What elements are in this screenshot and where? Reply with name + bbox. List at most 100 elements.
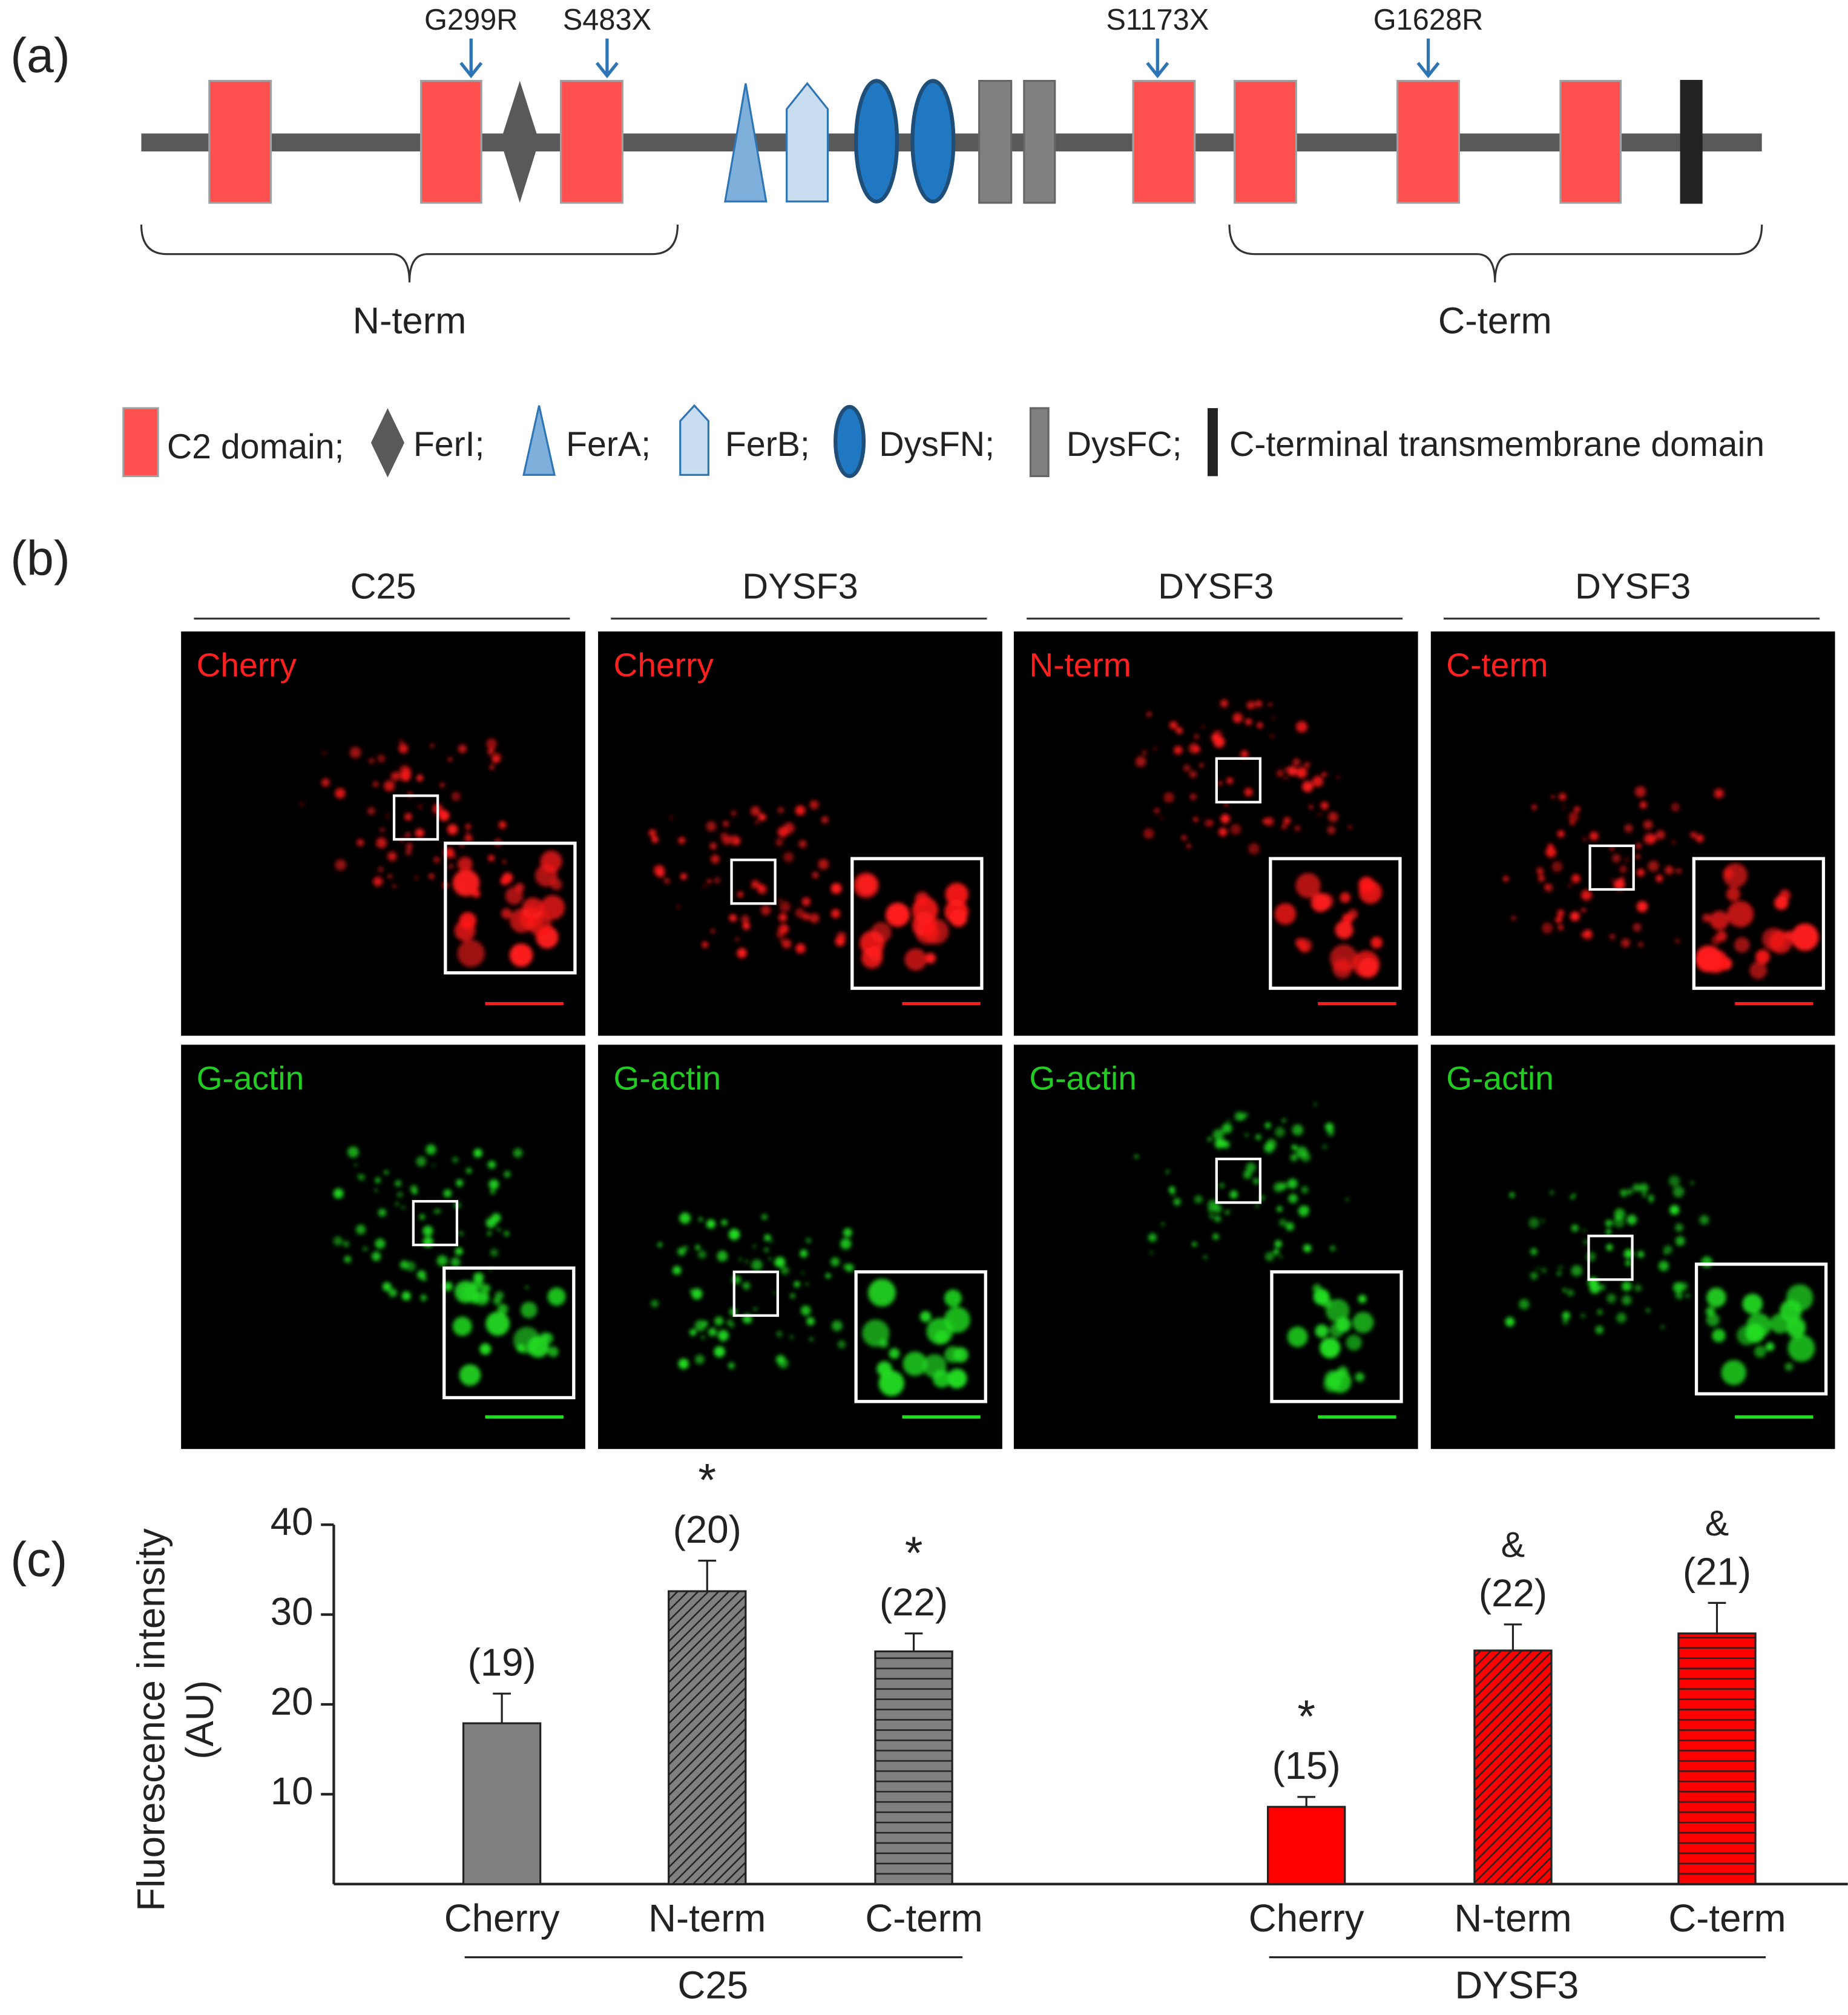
bar [874, 1650, 953, 1885]
significance-mark: & [1501, 1524, 1525, 1565]
signal-dot [806, 1282, 809, 1286]
roi-box [730, 859, 777, 905]
signal-dot [1278, 1218, 1287, 1227]
signal-dot [1625, 858, 1629, 862]
signal-dot [780, 1266, 789, 1275]
signal-dot [1663, 1251, 1667, 1255]
inset-dot [1734, 937, 1750, 953]
inset-dot [1787, 1334, 1815, 1362]
signal-dot [764, 1234, 771, 1242]
signal-dot [657, 1242, 663, 1247]
inset-dot [509, 943, 533, 967]
arrow [595, 38, 619, 79]
signal-dot [1301, 1186, 1309, 1194]
bar [462, 1722, 542, 1885]
signal-dot [678, 837, 686, 844]
signal-dot [347, 1146, 359, 1158]
inset-dot [904, 948, 927, 971]
signal-dot [1186, 843, 1191, 848]
signal-dot [1283, 817, 1291, 825]
inset-dot [923, 918, 949, 945]
signal-dot [1193, 746, 1200, 753]
inset-box [442, 1266, 576, 1400]
signal-dot [1300, 1152, 1311, 1162]
mutation-label: S483X [563, 4, 651, 36]
signal-dot [1637, 1251, 1645, 1258]
signal-dot [801, 1271, 804, 1275]
signal-dot [447, 757, 453, 762]
channel-label: G-actin [1446, 1059, 1554, 1097]
signal-dot [1264, 1252, 1275, 1262]
inset-dot [1352, 1311, 1374, 1333]
x-tick-label: N-term [1454, 1897, 1571, 1940]
signal-dot [697, 1250, 706, 1259]
signal-dot [455, 1247, 463, 1256]
y-axis-label: Fluorescence intensity [130, 1528, 173, 1911]
micrograph [1430, 631, 1835, 1036]
inset-dot [1355, 1372, 1365, 1382]
legend-swatch [834, 404, 866, 478]
signal-dot [1296, 721, 1308, 733]
signal-dot [1248, 843, 1260, 855]
signal-dot [1264, 817, 1274, 826]
signal-dot [1530, 1271, 1538, 1280]
signal-dot [729, 1364, 734, 1370]
signal-dot [396, 1192, 403, 1198]
x-tick-label: N-term [648, 1897, 766, 1940]
inset-dot [1727, 900, 1754, 928]
inset-dot [1749, 961, 1767, 980]
signal-dot [800, 915, 803, 918]
signal-dot [1672, 1186, 1685, 1198]
signal-dot [300, 802, 304, 806]
signal-dot [1639, 801, 1647, 809]
signal-dot [449, 863, 454, 869]
signal-dot [1605, 1229, 1611, 1235]
arrow [1146, 38, 1169, 79]
signal-dot [801, 897, 811, 906]
signal-dot [447, 824, 458, 835]
fera [724, 83, 768, 203]
signal-dot [777, 806, 784, 814]
signal-dot [1274, 1240, 1282, 1248]
signal-dot [1636, 868, 1645, 877]
signal-dot [1278, 1255, 1283, 1259]
signal-dot [1675, 1223, 1683, 1232]
signal-dot [1557, 909, 1565, 917]
signal-dot [837, 1340, 846, 1349]
signal-dot [691, 1288, 703, 1300]
signal-dot [1285, 1222, 1295, 1231]
signal-dot [367, 806, 375, 815]
signal-dot [1672, 1282, 1684, 1293]
signal-dot [335, 788, 346, 799]
signal-dot [349, 747, 361, 759]
inset-dot [452, 869, 480, 897]
inset-dot [867, 945, 883, 961]
signal-dot [741, 915, 750, 924]
column-header: C25 [350, 566, 416, 607]
feri [500, 81, 539, 203]
signal-dot [1220, 814, 1230, 823]
signal-dot [355, 1224, 366, 1235]
legend-swatch [679, 404, 709, 476]
signal-dot [415, 876, 418, 880]
signal-dot [1610, 878, 1614, 882]
signal-dot [465, 831, 470, 834]
signal-dot [669, 816, 673, 819]
x-tick-label: Cherry [444, 1897, 560, 1940]
signal-dot [439, 782, 445, 788]
legend-swatch [1207, 408, 1218, 477]
signal-dot [1675, 868, 1682, 874]
inset-box [854, 1270, 987, 1403]
inset-dot [1323, 1377, 1339, 1393]
inset-dot [1340, 892, 1351, 903]
signal-dot [679, 1212, 691, 1224]
signal-dot [1209, 1213, 1215, 1219]
signal-dot [451, 791, 461, 801]
signal-dot [1636, 901, 1648, 912]
signal-dot [702, 941, 709, 948]
signal-dot [384, 780, 395, 792]
signal-dot [1255, 700, 1263, 708]
signal-dot [1570, 911, 1580, 922]
signal-dot [1226, 1119, 1231, 1123]
